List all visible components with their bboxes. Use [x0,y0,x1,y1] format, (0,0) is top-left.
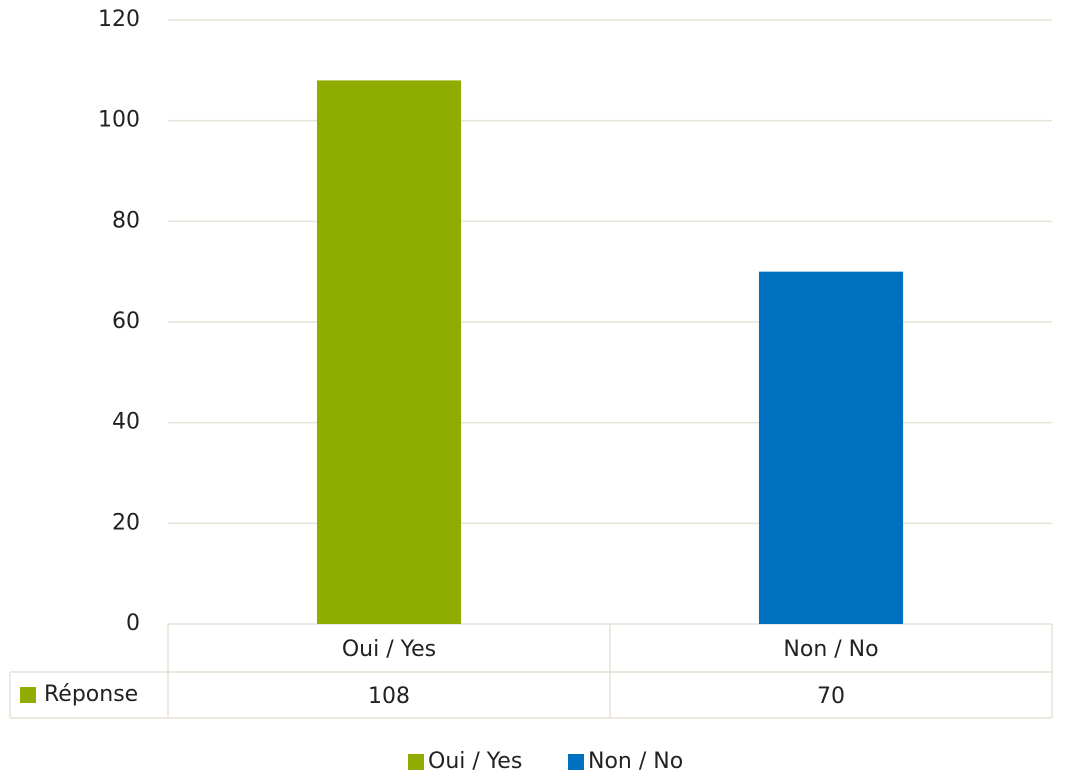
y-tick-label: 0 [126,611,140,636]
table-row-label: Réponse [44,682,138,707]
bar [758,271,904,624]
table-legend-key [20,687,36,703]
legend-label: Non / No [588,749,683,774]
legend-label: Oui / Yes [428,749,522,774]
y-tick-label: 120 [98,7,140,32]
y-tick-label: 20 [112,510,140,535]
x-tick-label: Oui / Yes [342,637,436,662]
x-tick-label: Non / No [783,637,878,662]
table-value: 70 [817,684,845,709]
legend-key [568,754,584,770]
y-tick-label: 80 [112,208,140,233]
legend-key [408,754,424,770]
y-tick-label: 40 [112,410,140,435]
y-tick-label: 100 [98,108,140,133]
table-value: 108 [368,684,410,709]
bar [316,80,462,624]
y-tick-label: 60 [112,309,140,334]
